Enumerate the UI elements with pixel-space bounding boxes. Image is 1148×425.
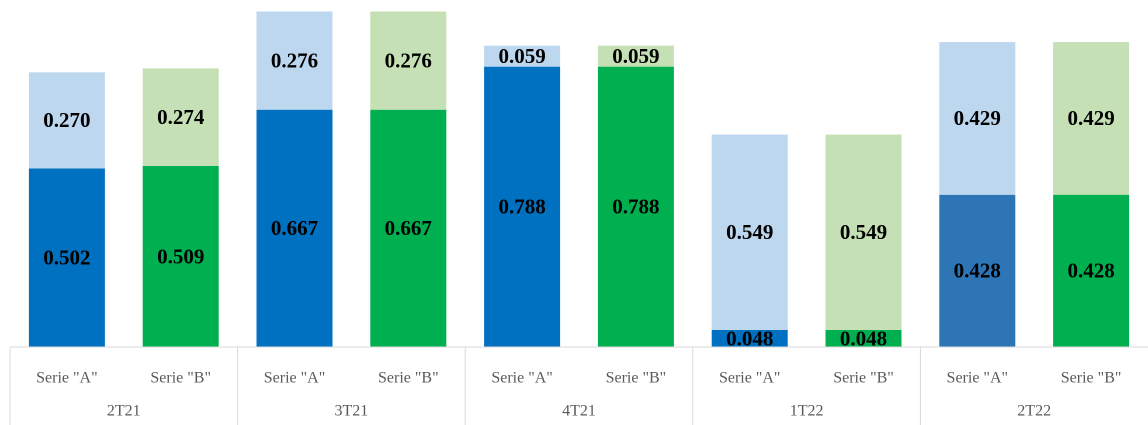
x-tick-label: Serie "A": [491, 370, 553, 387]
value-label: 0.059: [498, 44, 545, 68]
bar-segment: [142, 165, 219, 347]
value-label: 0.428: [954, 259, 1001, 283]
bar-segment: [711, 329, 788, 347]
bar-segment: [825, 134, 902, 330]
bar-segment: [1053, 194, 1130, 347]
bar-segment: [484, 66, 561, 348]
group-label: 4T21: [562, 403, 596, 420]
x-tick-label: Serie "B": [150, 370, 211, 387]
bar-segment: [28, 72, 105, 169]
bar-segment: [1053, 42, 1130, 195]
value-label: 0.276: [271, 48, 318, 72]
value-label: 0.048: [840, 326, 887, 350]
x-tick-label: Serie "B": [1061, 370, 1122, 387]
value-label: 0.667: [271, 216, 318, 240]
value-label: 0.270: [43, 108, 90, 132]
bar-segment: [370, 109, 447, 348]
group-label: 2T22: [1017, 403, 1051, 420]
value-label: 0.274: [157, 105, 205, 129]
bar-segment: [711, 134, 788, 330]
x-tick-label: Serie "A": [719, 370, 781, 387]
bar-segment: [939, 42, 1016, 195]
bar-segment: [597, 45, 674, 67]
bar-segment: [256, 109, 333, 348]
value-label: 0.509: [157, 244, 204, 268]
group-label: 1T22: [790, 403, 824, 420]
value-label: 0.429: [1067, 106, 1114, 130]
value-label: 0.788: [498, 195, 545, 219]
bar-segment: [939, 194, 1016, 347]
value-label: 0.429: [954, 106, 1001, 130]
value-label: 0.048: [726, 326, 773, 350]
x-tick-label: Serie "B": [833, 370, 894, 387]
value-label: 0.788: [612, 195, 659, 219]
bar-segment: [825, 329, 902, 347]
x-tick-label: Serie "A": [264, 370, 326, 387]
group-label: 2T21: [107, 403, 141, 420]
x-tick-label: Serie "A": [36, 370, 98, 387]
bar-segment: [256, 11, 333, 110]
bar-segment: [597, 66, 674, 348]
group-label: 3T21: [335, 403, 369, 420]
value-label: 0.667: [385, 216, 432, 240]
value-label: 0.428: [1067, 259, 1114, 283]
value-label: 0.059: [612, 44, 659, 68]
bar-segment: [28, 168, 105, 347]
value-label: 0.549: [840, 220, 887, 244]
bar-segment: [142, 68, 219, 166]
x-tick-label: Serie "B": [378, 370, 439, 387]
value-label: 0.502: [43, 246, 90, 270]
x-tick-label: Serie "A": [947, 370, 1009, 387]
bar-segment: [370, 11, 447, 110]
x-tick-label: Serie "B": [606, 370, 667, 387]
value-label: 0.549: [726, 220, 773, 244]
value-label: 0.276: [385, 48, 432, 72]
bar-segment: [484, 45, 561, 67]
